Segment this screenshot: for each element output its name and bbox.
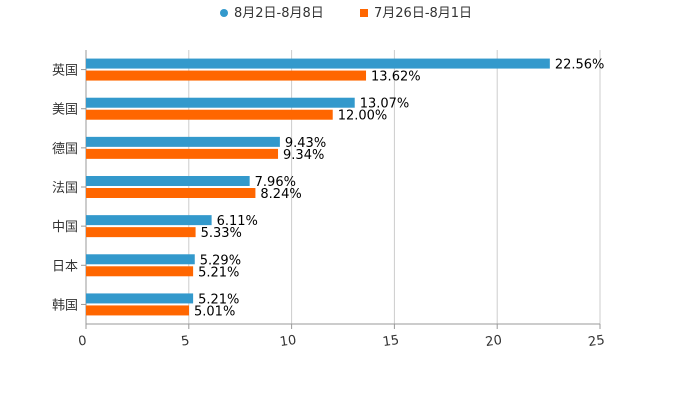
- data-label: 5.21%: [198, 292, 239, 307]
- bar-series-1: [86, 254, 195, 265]
- x-tick-label: 10: [279, 333, 297, 350]
- x-tick-label: 25: [587, 333, 605, 350]
- legend-label-series-1: 8月2日-8月8日: [234, 6, 324, 21]
- data-label: 5.29%: [200, 253, 241, 268]
- data-label: 9.34%: [283, 148, 324, 163]
- x-tick-label: 5: [180, 334, 190, 350]
- bar-series-1: [86, 176, 250, 186]
- data-labels: 22.56% 13.62% 13.07%12.00% 9.43%9.34% 7.96%8…: [194, 58, 604, 320]
- data-label: 5.01%: [194, 304, 235, 319]
- x-tick-label: 15: [382, 333, 400, 350]
- data-label: 12.00%: [338, 109, 388, 124]
- legend: 8月2日-8月8日 7月26日-8月1日: [220, 6, 472, 21]
- data-label: 5.21%: [198, 265, 239, 280]
- category-label: 日本: [52, 259, 78, 274]
- data-label: 8.24%: [260, 187, 301, 202]
- category-label: 法国: [52, 181, 78, 196]
- bars: [86, 58, 550, 316]
- legend-marker-series-1: [220, 9, 228, 17]
- legend-marker-series-2: [360, 9, 368, 17]
- legend-label-series-2: 7月26日-8月1日: [374, 6, 472, 21]
- bar-series-1: [86, 215, 212, 226]
- x-tick-label: 20: [484, 333, 502, 350]
- category-label: 英国: [52, 64, 78, 79]
- bar-series-2: [86, 227, 196, 238]
- category-label: 美国: [52, 103, 78, 118]
- category-label: 中国: [52, 220, 78, 235]
- x-tick-label: 0: [77, 334, 87, 350]
- data-label: 22.56%: [555, 58, 605, 73]
- data-label: 7.96%: [255, 175, 296, 190]
- data-label: 9.43%: [285, 136, 326, 151]
- data-label: 5.33%: [201, 226, 242, 241]
- data-label: 13.62%: [371, 70, 421, 85]
- bar-series-2: [86, 188, 256, 198]
- bar-series-2: [86, 109, 333, 120]
- bar-series-2: [86, 148, 279, 159]
- bar-series-1: [86, 293, 194, 304]
- data-label: 13.07%: [360, 97, 410, 112]
- bar-series-2: [86, 266, 194, 277]
- data-label: 6.11%: [217, 214, 258, 229]
- category-label: 德国: [52, 142, 78, 157]
- bar-series-1: [86, 136, 280, 147]
- gridlines: [85, 50, 601, 324]
- bar-series-1: [86, 58, 550, 69]
- bar-series-1: [86, 97, 355, 108]
- category-label: 韩国: [52, 298, 78, 313]
- bar-series-2: [86, 305, 190, 316]
- bar-series-2: [86, 70, 367, 81]
